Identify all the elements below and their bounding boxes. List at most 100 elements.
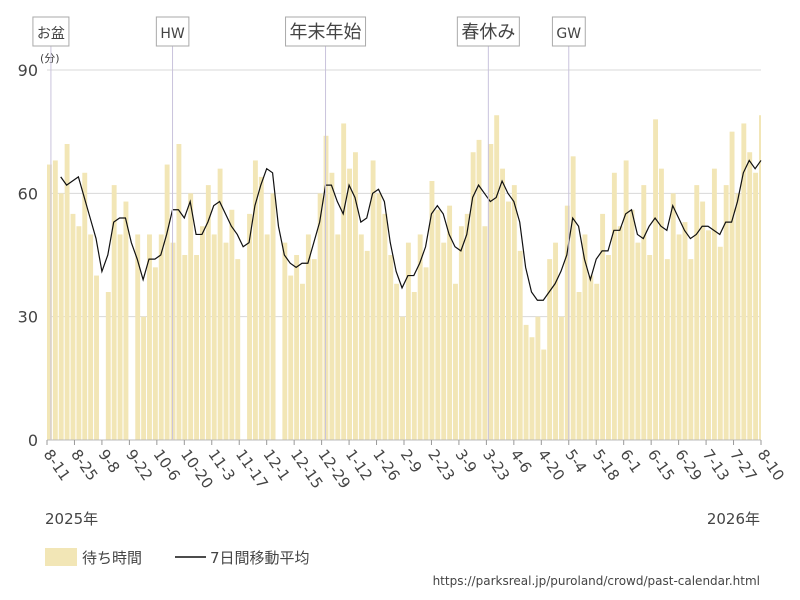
bar <box>582 234 588 440</box>
bar <box>482 226 488 440</box>
bar <box>606 255 611 440</box>
bar <box>252 160 258 440</box>
bar <box>111 185 117 440</box>
bar <box>500 168 505 440</box>
bar <box>117 234 123 440</box>
bar <box>488 144 494 440</box>
bar <box>317 193 323 440</box>
legend-label: 7日間移動平均 <box>210 549 310 567</box>
bar <box>558 316 564 440</box>
x-tick-label: 7-13 <box>699 446 733 484</box>
bar <box>152 267 158 440</box>
event-box <box>551 16 586 47</box>
bar <box>258 176 264 440</box>
bar <box>641 185 647 440</box>
bar <box>700 201 706 440</box>
y-tick-label: 30 <box>18 308 38 327</box>
bar <box>517 250 523 440</box>
year-label: 2026年 <box>707 510 760 528</box>
x-tick-label: 3-23 <box>479 446 513 484</box>
bar <box>223 242 229 440</box>
bar <box>453 283 458 440</box>
bar <box>300 283 305 440</box>
bar <box>588 275 594 440</box>
bar <box>141 316 147 440</box>
event-box <box>456 16 520 47</box>
bar <box>247 213 252 440</box>
bar <box>353 152 358 440</box>
bar <box>682 222 688 440</box>
x-tick-label: 8-10 <box>754 446 788 484</box>
bar <box>729 131 735 440</box>
event-label: 春休み <box>461 22 515 43</box>
bar <box>382 213 388 440</box>
bar <box>123 201 129 440</box>
bar <box>688 259 694 440</box>
bar <box>735 193 741 440</box>
moving-average-line <box>60 159 762 301</box>
bar <box>76 226 82 440</box>
legend-label: 待ち時間 <box>82 549 142 567</box>
bar <box>194 255 199 440</box>
bar <box>370 160 376 440</box>
bar <box>176 144 182 440</box>
bar <box>423 267 429 440</box>
bar <box>547 259 553 440</box>
bar <box>611 172 617 440</box>
bar <box>470 152 476 440</box>
year-label: 2025年 <box>45 510 98 528</box>
bar <box>741 123 747 440</box>
bar <box>52 160 58 440</box>
bar <box>394 283 400 440</box>
bar <box>282 242 288 440</box>
bar <box>529 337 535 440</box>
x-tick-label: 4-20 <box>534 446 568 484</box>
bar <box>270 193 276 440</box>
bar <box>659 168 664 440</box>
bar <box>217 168 223 440</box>
bar <box>88 234 94 440</box>
bar <box>623 160 629 440</box>
bar <box>105 292 111 440</box>
bar <box>511 185 517 440</box>
bar <box>264 234 270 440</box>
event-box <box>285 16 367 47</box>
bar <box>723 185 729 440</box>
y-tick-label: 0 <box>28 431 38 450</box>
bar <box>535 316 541 440</box>
bar <box>458 226 464 440</box>
bar <box>506 201 511 440</box>
bar <box>305 234 311 440</box>
bar <box>711 168 717 440</box>
bar <box>617 226 623 440</box>
bar <box>435 209 441 440</box>
x-tick-label: 7-27 <box>726 446 760 484</box>
event-label: お盆 <box>37 26 65 42</box>
bar <box>553 242 558 440</box>
source-url: https://parksreal.jp/puroland/crowd/past… <box>433 574 760 588</box>
bar <box>358 234 364 440</box>
bar <box>311 259 317 440</box>
legend-swatch <box>45 548 77 566</box>
bar <box>147 234 152 440</box>
bar <box>441 242 447 440</box>
x-tick-label: 8-11 <box>40 446 74 484</box>
bar <box>717 246 723 440</box>
x-tick-label: 9-22 <box>122 446 156 484</box>
x-tick-label: 2-23 <box>424 446 458 484</box>
x-tick-label: 1-26 <box>369 446 403 484</box>
bar <box>411 292 417 440</box>
bar <box>164 164 170 441</box>
bar <box>335 234 341 440</box>
x-tick-label: 8-25 <box>67 446 101 484</box>
bar <box>182 255 188 440</box>
bar <box>58 193 64 440</box>
bar <box>294 255 300 440</box>
event-box <box>155 16 190 47</box>
bar <box>200 226 205 440</box>
event-label: HW <box>160 26 185 42</box>
bar <box>205 185 211 440</box>
bar <box>158 234 164 440</box>
bar <box>235 259 241 440</box>
